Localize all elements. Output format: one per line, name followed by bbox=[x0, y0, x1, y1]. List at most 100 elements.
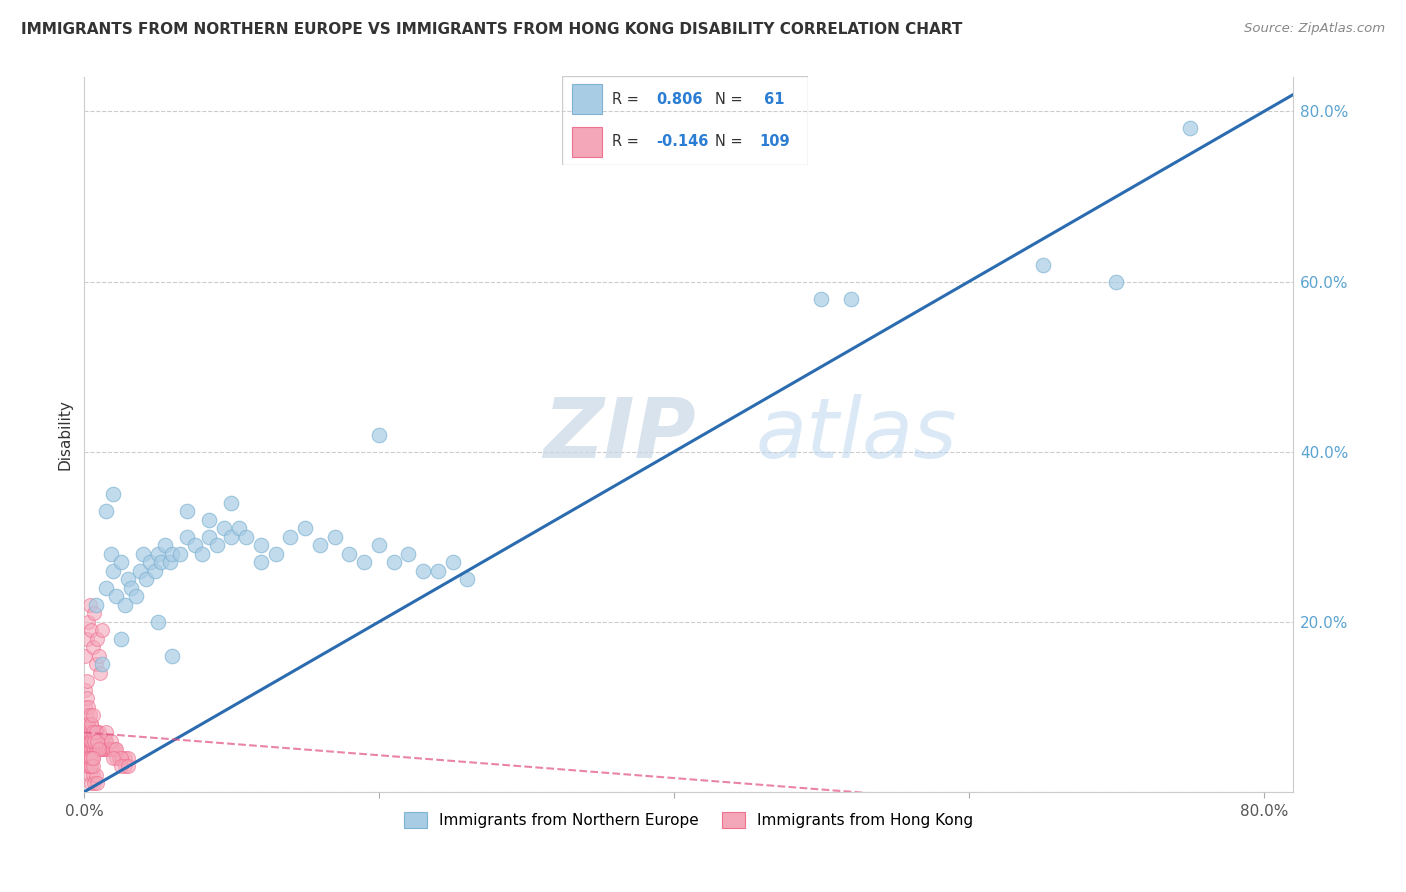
Text: N =: N = bbox=[714, 92, 747, 106]
Point bbox=[79, 708, 101, 723]
Point bbox=[111, 751, 134, 765]
Text: N =: N = bbox=[714, 135, 747, 149]
Point bbox=[86, 734, 108, 748]
Point bbox=[89, 742, 111, 756]
Point bbox=[86, 632, 108, 646]
Point bbox=[76, 725, 98, 739]
Point bbox=[80, 759, 103, 773]
Point bbox=[97, 742, 120, 756]
Point bbox=[124, 590, 146, 604]
Point bbox=[169, 547, 191, 561]
Point bbox=[323, 530, 346, 544]
Point bbox=[84, 734, 107, 748]
Point bbox=[94, 504, 117, 518]
Point bbox=[146, 615, 169, 629]
Point bbox=[84, 768, 107, 782]
Point bbox=[110, 751, 132, 765]
Point bbox=[90, 657, 112, 672]
Point bbox=[103, 487, 125, 501]
Point bbox=[114, 751, 136, 765]
Point bbox=[75, 648, 97, 663]
Point bbox=[80, 717, 103, 731]
Point bbox=[183, 538, 205, 552]
Point bbox=[221, 530, 243, 544]
Legend: Immigrants from Northern Europe, Immigrants from Hong Kong: Immigrants from Northern Europe, Immigra… bbox=[398, 806, 980, 834]
Point bbox=[368, 427, 391, 442]
Text: ZIP: ZIP bbox=[544, 394, 696, 475]
Point bbox=[117, 759, 139, 773]
Point bbox=[114, 759, 136, 773]
Point bbox=[75, 725, 97, 739]
Point bbox=[94, 742, 117, 756]
Point bbox=[76, 708, 98, 723]
Point bbox=[100, 734, 122, 748]
Point bbox=[368, 538, 391, 552]
Point bbox=[103, 751, 125, 765]
Text: IMMIGRANTS FROM NORTHERN EUROPE VS IMMIGRANTS FROM HONG KONG DISABILITY CORRELAT: IMMIGRANTS FROM NORTHERN EUROPE VS IMMIG… bbox=[21, 22, 963, 37]
Point bbox=[441, 555, 464, 569]
Point bbox=[100, 547, 122, 561]
Point bbox=[93, 742, 115, 756]
Point bbox=[80, 624, 103, 638]
Point bbox=[80, 734, 103, 748]
Point bbox=[79, 751, 101, 765]
Point bbox=[264, 547, 287, 561]
Point bbox=[105, 751, 128, 765]
Point bbox=[76, 717, 98, 731]
Point bbox=[162, 648, 184, 663]
Point bbox=[79, 751, 101, 765]
Point bbox=[110, 632, 132, 646]
Point bbox=[228, 521, 250, 535]
Point bbox=[198, 530, 221, 544]
Point bbox=[84, 725, 107, 739]
Text: 109: 109 bbox=[759, 135, 790, 149]
Point bbox=[80, 742, 103, 756]
Point bbox=[398, 547, 420, 561]
Point bbox=[339, 547, 361, 561]
Point bbox=[98, 742, 121, 756]
Point bbox=[86, 725, 108, 739]
Point bbox=[86, 742, 108, 756]
Point bbox=[146, 547, 169, 561]
Point bbox=[198, 513, 221, 527]
Point bbox=[79, 768, 101, 782]
Point bbox=[77, 742, 100, 756]
Point bbox=[294, 521, 316, 535]
Point bbox=[839, 292, 862, 306]
Point bbox=[94, 734, 117, 748]
Point bbox=[86, 734, 108, 748]
Point bbox=[80, 776, 103, 790]
FancyBboxPatch shape bbox=[572, 127, 602, 157]
Point bbox=[205, 538, 228, 552]
Point bbox=[104, 742, 127, 756]
Point bbox=[103, 742, 125, 756]
Point bbox=[82, 640, 104, 655]
Point bbox=[101, 742, 124, 756]
Point bbox=[77, 717, 100, 731]
Point bbox=[77, 734, 100, 748]
Point bbox=[1105, 275, 1128, 289]
Point bbox=[75, 734, 97, 748]
Point bbox=[87, 742, 110, 756]
Point bbox=[79, 734, 101, 748]
Point bbox=[83, 742, 105, 756]
Point bbox=[90, 742, 112, 756]
Point bbox=[83, 734, 105, 748]
Point bbox=[94, 725, 117, 739]
Point bbox=[87, 725, 110, 739]
Point bbox=[76, 691, 98, 706]
Point bbox=[82, 734, 104, 748]
Point bbox=[82, 742, 104, 756]
Point bbox=[103, 564, 125, 578]
Point bbox=[91, 734, 114, 748]
Point bbox=[82, 708, 104, 723]
Point bbox=[82, 768, 104, 782]
Point bbox=[77, 717, 100, 731]
Point bbox=[82, 751, 104, 765]
Point bbox=[84, 598, 107, 612]
Point bbox=[114, 598, 136, 612]
Point bbox=[110, 759, 132, 773]
Point bbox=[176, 530, 198, 544]
Point bbox=[250, 538, 273, 552]
Point bbox=[84, 742, 107, 756]
